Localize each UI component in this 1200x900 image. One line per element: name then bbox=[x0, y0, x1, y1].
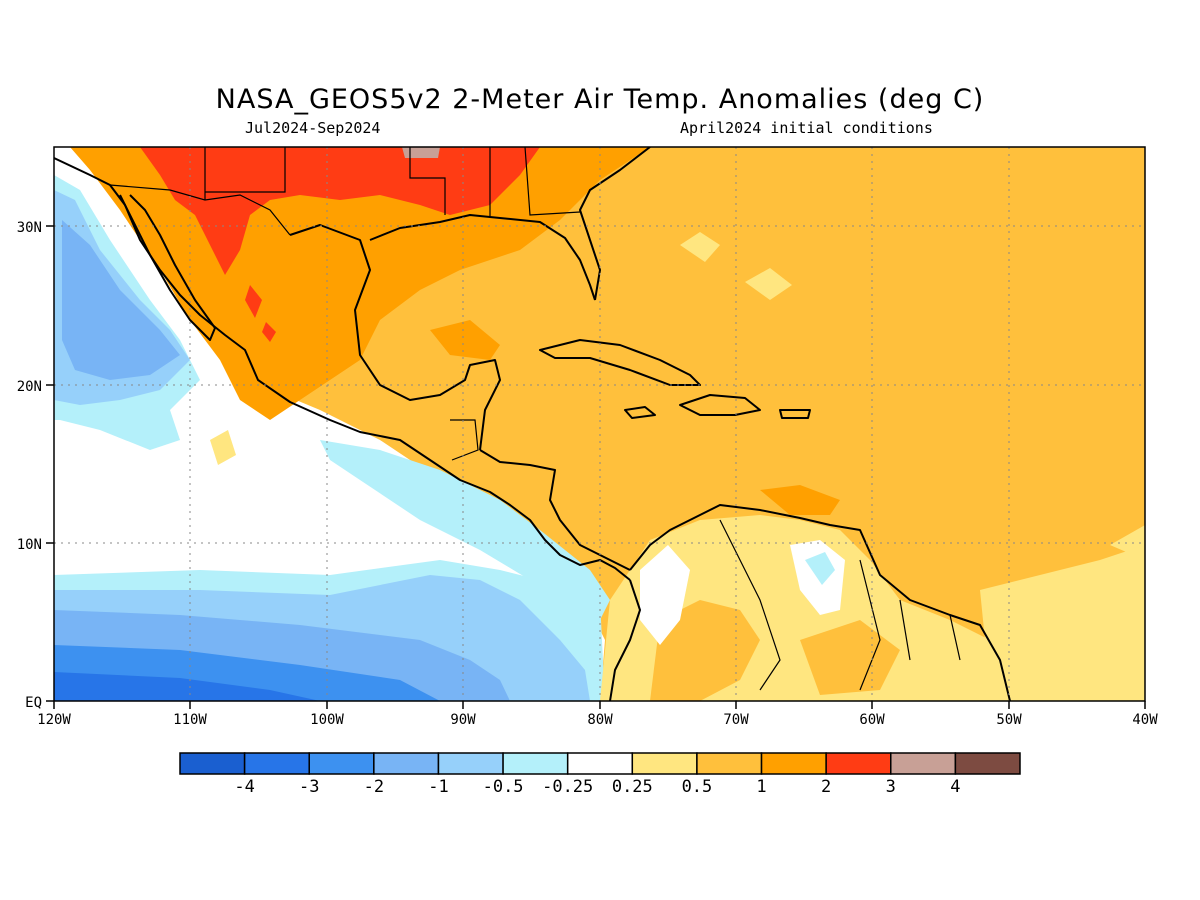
colorbar-swatch bbox=[373, 752, 440, 775]
colorbar-swatch bbox=[308, 752, 375, 775]
colorbar-swatch bbox=[890, 752, 957, 775]
xtick-label-50w: 50W bbox=[996, 712, 1022, 728]
coast-south-america-pacific bbox=[609, 579, 641, 701]
colorbar-label: 1 bbox=[756, 777, 766, 797]
colorbar-swatch bbox=[760, 752, 827, 775]
coast-gulf-north bbox=[369, 214, 596, 301]
colorbar-label: 4 bbox=[950, 777, 960, 797]
coast-us-atlantic bbox=[579, 147, 651, 301]
field-pacific-cool-mid bbox=[62, 220, 180, 380]
border-us-states-3 bbox=[409, 147, 446, 215]
field-us-warm-strong bbox=[140, 147, 540, 275]
colorbar: -4 -3 -2 -1 -0.5 -0.25 0.25 0.5 1 2 3 4 bbox=[179, 752, 1021, 797]
field-coastal-cool-pale bbox=[320, 440, 610, 620]
field-pacific-pale bbox=[210, 430, 236, 465]
field-caribbean-warm-mid bbox=[760, 485, 840, 515]
period-label: Jul2024-Sep2024 bbox=[245, 119, 381, 137]
coast-puerto-rico bbox=[779, 409, 811, 419]
xtick-label-40w: 40W bbox=[1132, 712, 1158, 728]
field-venezuela-cool bbox=[805, 552, 835, 585]
axis-ticks bbox=[46, 225, 1146, 709]
border-us-mexico bbox=[109, 184, 291, 236]
field-gulf-warm-mid bbox=[430, 320, 500, 360]
colorbar-swatch bbox=[243, 752, 310, 775]
field-atlantic-pale-3 bbox=[980, 545, 1145, 701]
ytick-label-10n: 10N bbox=[17, 537, 42, 553]
colorbar-label: -1 bbox=[428, 777, 448, 797]
border-colombia-venezuela bbox=[719, 519, 781, 691]
coast-baja bbox=[119, 194, 216, 341]
ytick-label-eq: EQ bbox=[25, 695, 42, 711]
field-us-warm-brown bbox=[402, 147, 440, 158]
xtick-label-70w: 70W bbox=[723, 712, 749, 728]
field-atlantic-pale-4 bbox=[1110, 525, 1145, 560]
border-suriname-guiana bbox=[949, 614, 961, 661]
coast-hispaniola bbox=[679, 394, 761, 416]
colorbar-label: 3 bbox=[886, 777, 896, 797]
chart-title: NASA_GEOS5v2 2-Meter Air Temp. Anomalies… bbox=[215, 84, 985, 115]
coast-jamaica bbox=[624, 406, 656, 419]
y-tick-labels: EQ 10N 20N 30N bbox=[17, 220, 42, 711]
colorbar-label: -3 bbox=[299, 777, 319, 797]
borders bbox=[109, 147, 961, 691]
field-colombia-white bbox=[640, 545, 690, 645]
xtick-label-80w: 80W bbox=[587, 712, 613, 728]
colorbar-swatch bbox=[631, 752, 698, 775]
field-southamerica-light-2 bbox=[800, 620, 900, 695]
coast-gulf bbox=[289, 224, 501, 451]
field-mexico-warm-strong-1 bbox=[245, 285, 262, 318]
colorbar-swatch bbox=[179, 752, 246, 775]
x-tick-labels: 120W 110W 100W 90W 80W 70W 60W 50W 40W bbox=[37, 712, 1158, 728]
xtick-label-60w: 60W bbox=[859, 712, 885, 728]
colorbar-swatch bbox=[696, 752, 763, 775]
colorbar-label: -0.25 bbox=[542, 777, 593, 797]
xtick-label-120w: 120W bbox=[37, 712, 71, 728]
colorbar-swatch bbox=[502, 752, 569, 775]
colorbar-label: 0.5 bbox=[682, 777, 713, 797]
ytick-label-30n: 30N bbox=[17, 220, 42, 236]
border-us-states-5 bbox=[524, 147, 581, 216]
field-atlantic-pale-1 bbox=[680, 232, 720, 262]
colorbar-label: 0.25 bbox=[612, 777, 653, 797]
colorbar-swatch bbox=[437, 752, 504, 775]
colorbar-label: -4 bbox=[234, 777, 254, 797]
xtick-label-110w: 110W bbox=[173, 712, 207, 728]
ytick-label-20n: 20N bbox=[17, 379, 42, 395]
field-southamerica-light bbox=[650, 600, 760, 701]
coastlines bbox=[54, 147, 1011, 701]
border-guyana-suriname bbox=[899, 599, 911, 661]
anomaly-field bbox=[54, 147, 1145, 701]
xtick-label-100w: 100W bbox=[310, 712, 344, 728]
coast-central-america bbox=[479, 449, 631, 571]
border-us-states-2 bbox=[205, 147, 286, 193]
xtick-label-90w: 90W bbox=[450, 712, 476, 728]
initial-conditions-label: April2024 initial conditions bbox=[680, 119, 933, 137]
colorbar-label: -2 bbox=[364, 777, 384, 797]
colorbar-swatch bbox=[954, 752, 1021, 775]
field-south-cool-deeper bbox=[54, 672, 320, 701]
border-venezuela-guyana bbox=[859, 559, 881, 691]
coast-south-america bbox=[629, 504, 1011, 701]
colorbar-label: 2 bbox=[821, 777, 831, 797]
colorbar-swatch bbox=[566, 752, 634, 775]
field-atlantic-pale-2 bbox=[745, 268, 792, 300]
coast-mexico-pacific bbox=[54, 157, 631, 581]
gridlines bbox=[54, 147, 1145, 701]
colorbar-label: -0.5 bbox=[483, 777, 524, 797]
field-mexico-warm-strong-2 bbox=[262, 322, 276, 342]
field-pacific-neutral bbox=[54, 147, 605, 701]
colorbar-swatch bbox=[825, 752, 892, 775]
